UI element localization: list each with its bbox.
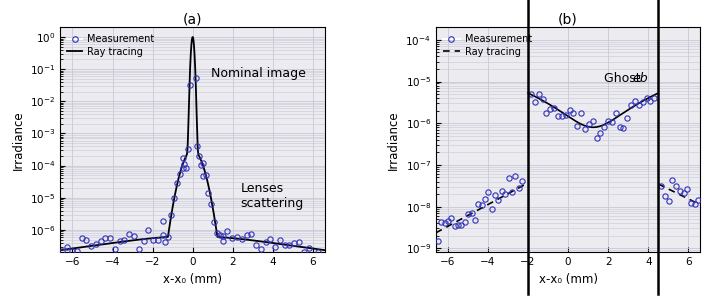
X-axis label: x-x₀ (mm): x-x₀ (mm) [539,273,598,286]
Text: eb: eb [633,72,648,85]
Legend: Measurement, Ray tracing: Measurement, Ray tracing [441,32,534,59]
X-axis label: x-x₀ (mm): x-x₀ (mm) [163,273,222,286]
Title: (b): (b) [558,12,578,26]
Text: Lenses
scattering: Lenses scattering [241,182,304,210]
Y-axis label: Irradiance: Irradiance [11,110,24,170]
Text: Nominal image: Nominal image [210,67,306,80]
Text: Ghost: Ghost [604,72,645,85]
Title: (a): (a) [183,12,203,26]
Legend: Measurement, Ray tracing: Measurement, Ray tracing [65,32,156,59]
Y-axis label: Irradiance: Irradiance [387,110,400,170]
